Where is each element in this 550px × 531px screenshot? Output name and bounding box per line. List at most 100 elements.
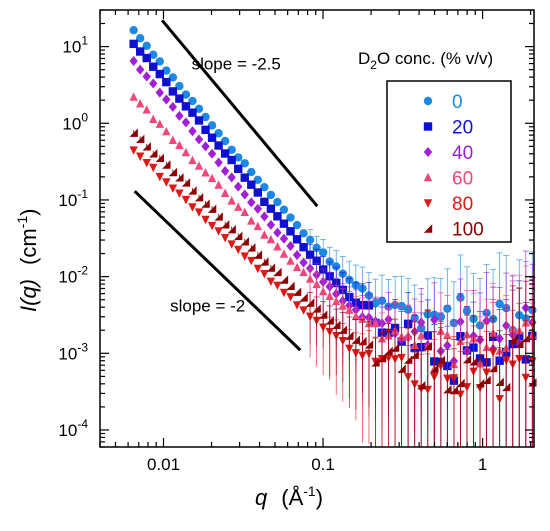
data-point [299, 267, 308, 277]
data-point [410, 350, 419, 359]
data-point [142, 71, 151, 82]
data-point [371, 358, 380, 367]
data-point [155, 153, 164, 162]
data-point [266, 204, 276, 213]
data-point [279, 219, 289, 228]
data-point [181, 195, 191, 205]
legend-entry-20: 20 [423, 118, 473, 139]
data-point [247, 216, 256, 225]
data-point [443, 330, 452, 339]
data-point [149, 78, 158, 89]
data-point [162, 77, 171, 87]
data-point [194, 208, 204, 217]
data-point [286, 213, 295, 222]
data-point [149, 50, 158, 59]
data-point [214, 129, 223, 138]
data-point [469, 357, 478, 366]
legend-marker [423, 172, 433, 182]
data-point [345, 305, 354, 314]
data-point [325, 316, 334, 325]
data-point [142, 105, 151, 114]
data-point [475, 379, 485, 388]
legend-entry-60: 60 [423, 169, 473, 190]
data-point [279, 275, 289, 284]
y-tick-label: 100 [62, 110, 88, 133]
data-point [417, 381, 426, 390]
data-point [207, 173, 217, 183]
x-tick-label: 0.01 [147, 455, 180, 474]
data-point [260, 230, 269, 239]
data-point [162, 178, 171, 187]
data-point [175, 81, 184, 91]
data-point [338, 325, 347, 334]
data-point [305, 250, 315, 259]
data-point [155, 57, 164, 66]
slope-annotation: slope = -2.5 [192, 55, 281, 74]
data-point [168, 167, 178, 177]
data-point [260, 197, 269, 207]
data-point [397, 364, 406, 373]
y-tick-label: 10-2 [58, 264, 88, 287]
legend-label: 0 [452, 92, 463, 113]
data-point [286, 241, 295, 252]
data-point [194, 193, 204, 202]
data-point [358, 336, 367, 346]
axes: 0.01 0.1 1 10-4 10-3 10-2 10-1 100 101 [58, 9, 535, 474]
data-point [175, 110, 184, 121]
data-point [521, 333, 530, 343]
legend-marker [423, 96, 433, 106]
legend-marker [423, 147, 433, 157]
data-point [234, 164, 243, 174]
data-point [266, 219, 276, 230]
data-point [227, 155, 236, 165]
data-point [181, 117, 191, 128]
data-point [201, 215, 210, 225]
data-point [351, 311, 361, 321]
y-tick-label: 101 [62, 34, 88, 57]
data-point [135, 99, 145, 108]
data-point [305, 263, 315, 274]
data-point [194, 134, 204, 145]
data-point [312, 304, 321, 313]
data-point [501, 382, 511, 392]
data-point [332, 296, 341, 306]
data-point [332, 262, 341, 271]
data-point [220, 220, 230, 229]
data-point [305, 298, 315, 307]
data-point [397, 301, 406, 311]
data-point [129, 146, 138, 155]
data-point [266, 263, 276, 272]
data-point [253, 221, 263, 231]
data-point [377, 353, 387, 363]
data-point [201, 141, 210, 152]
data-point [273, 267, 282, 277]
data-point [253, 203, 263, 214]
y-tick-label: 10-3 [58, 340, 88, 363]
axis-labels: q (Å-1) I(q)(cm-1) [14, 209, 323, 510]
data-point [194, 161, 204, 170]
data-point [162, 160, 171, 169]
data-point [312, 243, 321, 253]
data-point [318, 248, 328, 257]
data-point [214, 157, 223, 168]
data-point [338, 301, 347, 310]
data-point [384, 346, 393, 355]
data-point [240, 159, 249, 168]
data-point [299, 257, 308, 268]
data-point [227, 145, 236, 154]
data-point [149, 114, 158, 123]
data-point [436, 355, 446, 364]
x-tick-label: 1 [478, 455, 487, 474]
data-point [240, 252, 249, 261]
data-point [207, 204, 217, 213]
data-point [207, 121, 217, 130]
data-point [194, 104, 204, 114]
data-point [247, 167, 256, 177]
legend-box [386, 80, 512, 243]
data-point [162, 66, 171, 75]
data-point [299, 293, 308, 302]
data-point [443, 384, 452, 394]
data-point [247, 256, 256, 266]
data-point [508, 335, 517, 344]
